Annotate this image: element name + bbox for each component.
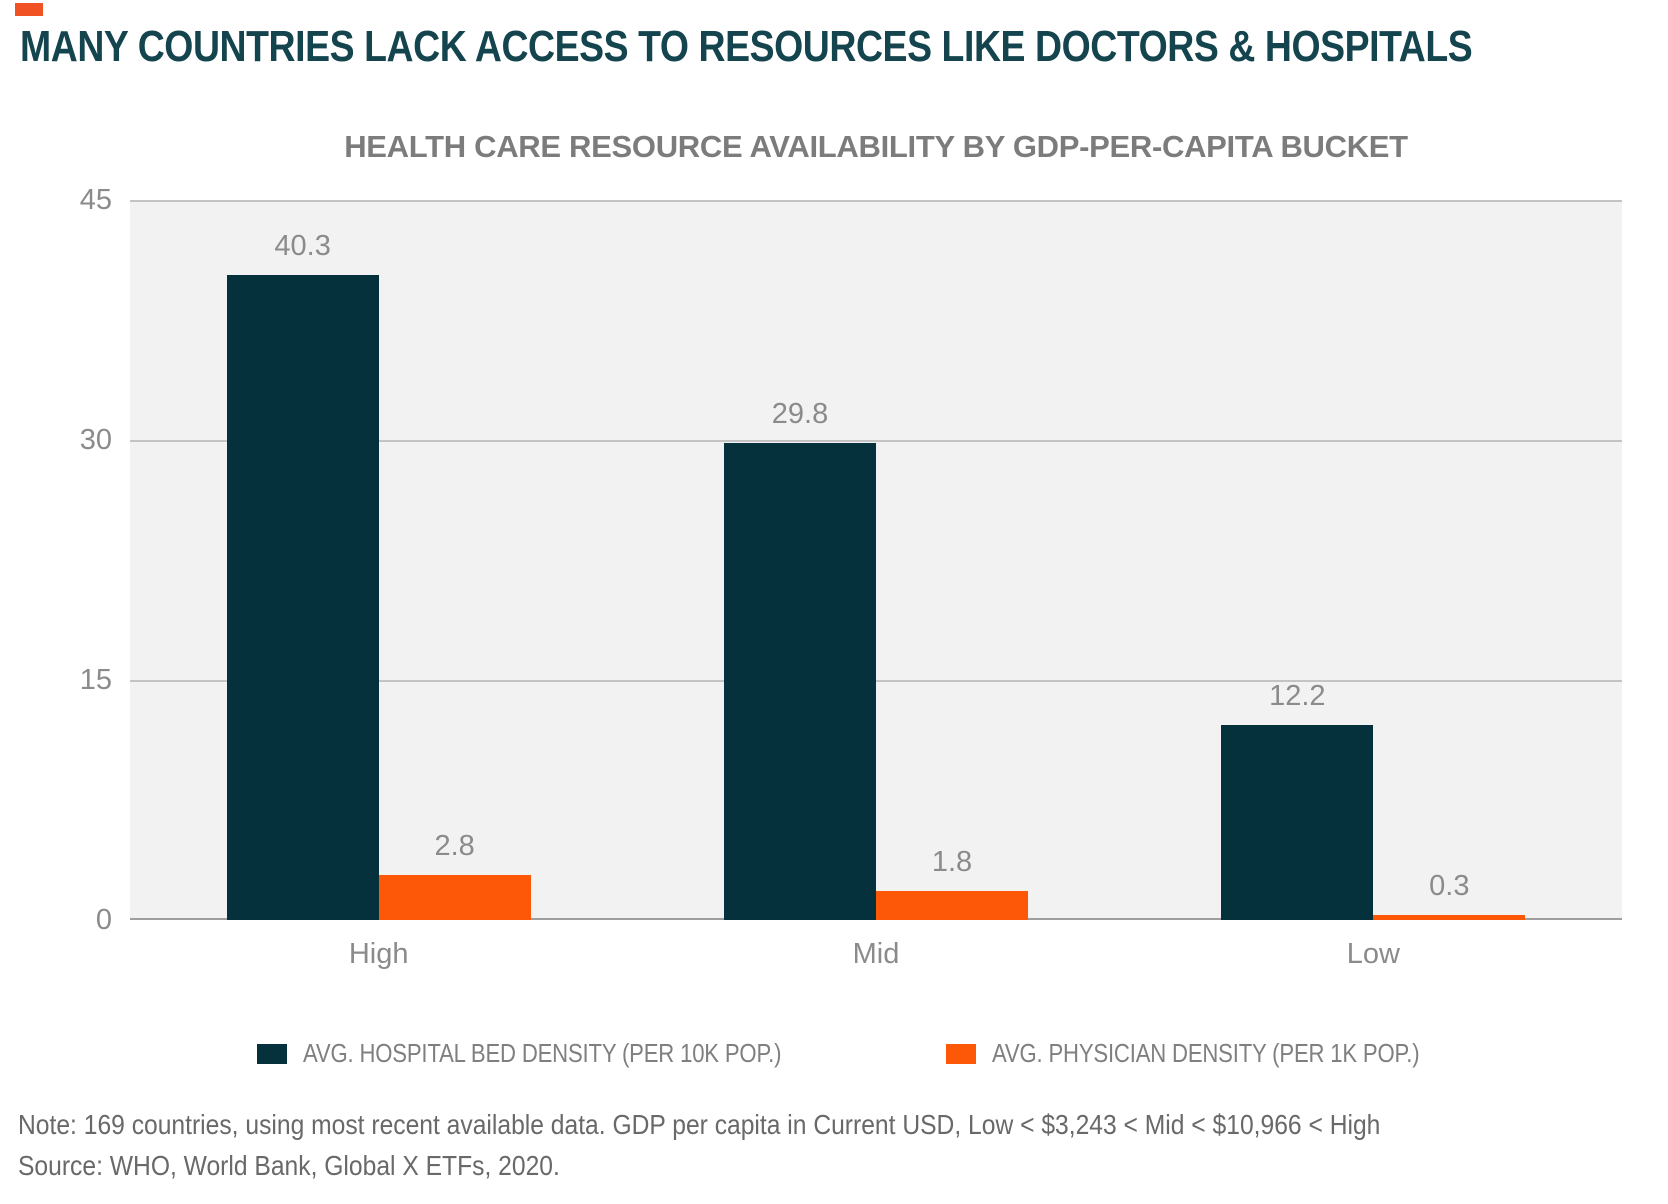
value-label-low-series2: 0.3 <box>1429 870 1470 903</box>
y-tick-label-0: 0 <box>95 904 112 936</box>
source-text: Source: WHO, World Bank, Global X ETFs, … <box>18 1150 560 1181</box>
legend: AVG. HOSPITAL BED DENSITY (PER 10K POP.)… <box>130 1038 1622 1069</box>
plot-area: 40.3 2.8 29.8 1.8 12.2 0.3 <box>130 200 1622 920</box>
y-tick-label-15: 15 <box>79 664 112 696</box>
value-label-mid-series2: 1.8 <box>931 846 973 879</box>
category-label-high: High <box>348 938 409 970</box>
legend-swatch-icon <box>257 1043 288 1064</box>
gridline-30 <box>130 440 1622 442</box>
bar-mid-series1 <box>724 443 876 920</box>
legend-label: AVG. PHYSICIAN DENSITY (PER 1K POP.) <box>991 1038 1420 1068</box>
chart-title: HEALTH CARE RESOURCE AVAILABILITY BY GDP… <box>344 129 1408 164</box>
legend-item-series2: AVG. PHYSICIAN DENSITY (PER 1K POP.) <box>945 1038 1495 1069</box>
gridline-15 <box>130 680 1622 682</box>
category-label-mid: Mid <box>852 938 900 970</box>
y-tick-label-45: 45 <box>79 184 112 216</box>
bar-low-series2 <box>1373 915 1526 920</box>
value-label-low-series1: 12.2 <box>1269 679 1326 712</box>
footnote: Note: 169 countries, using most recent a… <box>18 1104 1380 1186</box>
page-title: MANY COUNTRIES LACK ACCESS TO RESOURCES … <box>20 22 1473 71</box>
bar-low-series1 <box>1221 724 1374 920</box>
category-label-low: Low <box>1346 938 1400 970</box>
bar-high-series1 <box>226 275 379 920</box>
legend-item-series1: AVG. HOSPITAL BED DENSITY (PER 10K POP.) <box>257 1038 866 1069</box>
value-label-high-series1: 40.3 <box>274 230 331 263</box>
brand-flag-icon <box>15 3 43 16</box>
legend-label: AVG. HOSPITAL BED DENSITY (PER 10K POP.) <box>303 1038 782 1068</box>
value-label-high-series2: 2.8 <box>434 830 475 863</box>
bar-mid-series2 <box>876 891 1028 920</box>
y-tick-label-30: 30 <box>79 424 112 456</box>
bar-high-series2 <box>378 875 531 920</box>
legend-swatch-icon <box>945 1043 976 1064</box>
note-text: Note: 169 countries, using most recent a… <box>18 1109 1381 1140</box>
value-label-mid-series1: 29.8 <box>771 398 829 431</box>
gridline-45 <box>130 200 1622 202</box>
